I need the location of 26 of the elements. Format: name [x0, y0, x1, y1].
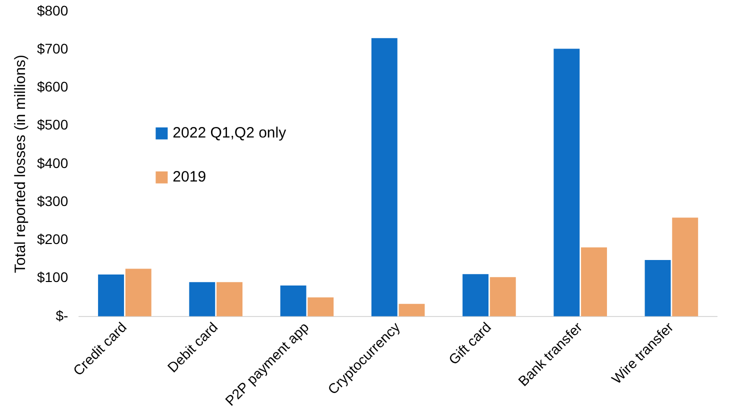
y-tick-label: $300	[36, 192, 68, 209]
y-tick-label: $200	[36, 231, 68, 248]
bar	[125, 268, 152, 316]
legend-label: 2022 Q1,Q2 only	[172, 124, 287, 142]
y-tick-label: $400	[36, 154, 68, 171]
y-tick-label: $-	[56, 307, 68, 324]
bar	[490, 277, 516, 316]
bar	[672, 218, 698, 316]
bar	[554, 48, 580, 316]
bar	[398, 304, 425, 316]
legend-label: 2019	[172, 168, 206, 186]
bar	[216, 282, 242, 316]
bar	[644, 260, 671, 316]
bar	[371, 38, 398, 316]
bar	[280, 286, 306, 316]
bar	[308, 297, 334, 316]
bar	[462, 274, 489, 316]
bar	[189, 282, 216, 316]
y-tick-label: $500	[36, 116, 68, 133]
y-axis-title: Total reported losses (in millions)	[12, 54, 30, 274]
bar	[98, 274, 124, 316]
y-tick-label: $700	[36, 40, 68, 56]
y-tick-label: $600	[36, 78, 68, 95]
y-tick-label: $100	[36, 269, 68, 286]
y-tick-label: $800	[36, 2, 68, 18]
bar	[581, 247, 607, 316]
